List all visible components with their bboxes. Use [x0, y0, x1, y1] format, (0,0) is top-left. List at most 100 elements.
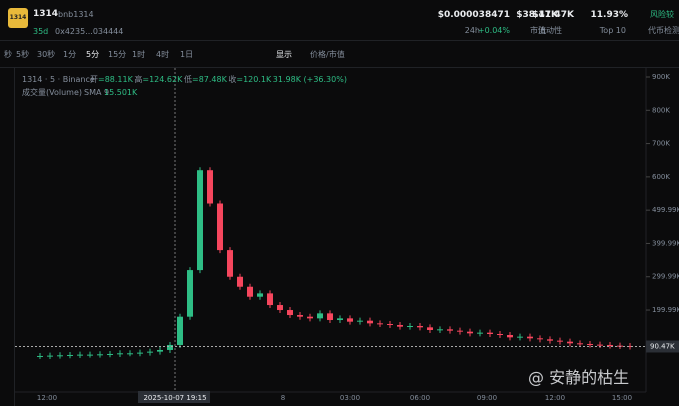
ohlc-label: 收	[228, 75, 237, 84]
token-age: 35d	[33, 27, 49, 36]
candle	[327, 313, 333, 321]
candle	[547, 339, 553, 341]
candle	[457, 330, 463, 332]
y-tick-label: 600K	[652, 173, 670, 181]
interval-button[interactable]: 5分	[86, 50, 100, 59]
candle	[527, 336, 533, 339]
interval-button[interactable]: 1分	[63, 50, 77, 59]
candle	[137, 352, 143, 354]
candle	[267, 293, 273, 306]
stat-value: $0.000038471	[437, 10, 510, 20]
watermark: @ 安静的枯生	[528, 368, 630, 387]
x-tick-label: 06:00	[410, 394, 430, 402]
candle	[387, 324, 393, 326]
candle	[477, 332, 483, 334]
display-button[interactable]: 显示	[276, 50, 292, 59]
x-tick-label: 15:00	[612, 394, 632, 402]
stat-label: 市值	[530, 26, 546, 35]
address[interactable]: 0x4235...034444	[55, 27, 124, 36]
candle	[537, 338, 543, 340]
y-tick-label: 199.99K	[652, 306, 679, 314]
candle	[87, 354, 93, 356]
sma-value: 15.501K	[104, 88, 138, 97]
left-toolbar	[0, 68, 15, 406]
legend-title: 1314 · 5 · Binance	[22, 75, 95, 84]
candle	[157, 349, 163, 352]
candle	[357, 320, 363, 322]
y-tick-label: 499.99K	[652, 206, 679, 214]
ohlc-value: =88.11K	[98, 75, 133, 84]
candle	[227, 250, 233, 277]
candle	[577, 343, 583, 345]
candle	[507, 334, 513, 338]
sma-label: SMA 9	[84, 88, 110, 97]
y-tick-label: 900K	[652, 73, 670, 81]
y-tick-label: 299.99K	[652, 273, 679, 281]
token-icon: 1314	[8, 8, 28, 28]
stat-value: $11.47K	[532, 10, 574, 20]
interval-button[interactable]: 1时	[132, 50, 146, 59]
candle	[377, 323, 383, 325]
candle	[257, 293, 263, 297]
current-price-label: 90.47K	[650, 342, 675, 350]
candle	[277, 305, 283, 311]
stat-change: +0.04%	[477, 26, 510, 35]
x-tick-label: 12:00	[545, 394, 565, 402]
candle	[587, 343, 593, 345]
candle	[307, 316, 313, 319]
current-price-tag	[646, 340, 679, 353]
ohlc-value: =120.1K	[236, 75, 272, 84]
interval-button[interactable]: 30秒	[37, 50, 56, 59]
y-tick-label: 800K	[652, 106, 670, 114]
candle	[197, 170, 203, 271]
interval-button[interactable]: 4时	[156, 50, 170, 59]
candle	[367, 320, 373, 324]
stat-label: Top 10	[599, 26, 626, 35]
crosshair-time-tag	[138, 391, 210, 403]
x-tick-label: 12:00	[37, 394, 57, 402]
header-bar	[0, 0, 679, 41]
candle	[397, 325, 403, 327]
candle	[167, 344, 173, 350]
volume-label: 成交量(Volume)	[22, 88, 82, 97]
candle	[207, 170, 213, 204]
symbol: 1314	[33, 9, 59, 19]
candle	[427, 327, 433, 331]
y-tick-label: 399.99K	[652, 239, 679, 247]
ohlc-value: =87.48K	[192, 75, 227, 84]
candle	[447, 329, 453, 331]
candle	[487, 332, 493, 334]
candle	[497, 333, 503, 335]
candle	[57, 355, 63, 357]
x-tick-label: 8	[281, 394, 285, 402]
y-tick-label: 700K	[652, 140, 670, 148]
candle	[297, 315, 303, 317]
candle	[337, 318, 343, 321]
stat-label: 24h	[464, 26, 480, 35]
interval-button[interactable]: 5秒	[16, 50, 30, 59]
candle	[107, 353, 113, 355]
candle	[347, 318, 353, 322]
candle	[607, 344, 613, 346]
interval-button[interactable]: 秒	[4, 50, 12, 59]
interval-button[interactable]: 1日	[180, 50, 194, 59]
candle	[247, 286, 253, 297]
x-tick-label: 2025-10-07 19:15	[143, 394, 206, 402]
candle	[557, 340, 563, 342]
risk-value[interactable]: 风险较	[650, 10, 674, 19]
x-tick-label: 03:00	[340, 394, 360, 402]
price-change: 31.98K (+36.30%)	[272, 75, 347, 84]
candle	[177, 316, 183, 345]
candle	[117, 353, 123, 355]
candle	[627, 345, 633, 347]
toolbar	[0, 41, 679, 68]
candle	[597, 344, 603, 346]
price-mcap-toggle[interactable]: 价格/市值	[310, 50, 345, 59]
interval-button[interactable]: 15分	[108, 50, 127, 59]
candle	[147, 351, 153, 353]
candle	[407, 326, 413, 328]
ohlc-label: 高	[134, 75, 143, 84]
candle	[287, 310, 293, 316]
candle	[237, 276, 243, 287]
